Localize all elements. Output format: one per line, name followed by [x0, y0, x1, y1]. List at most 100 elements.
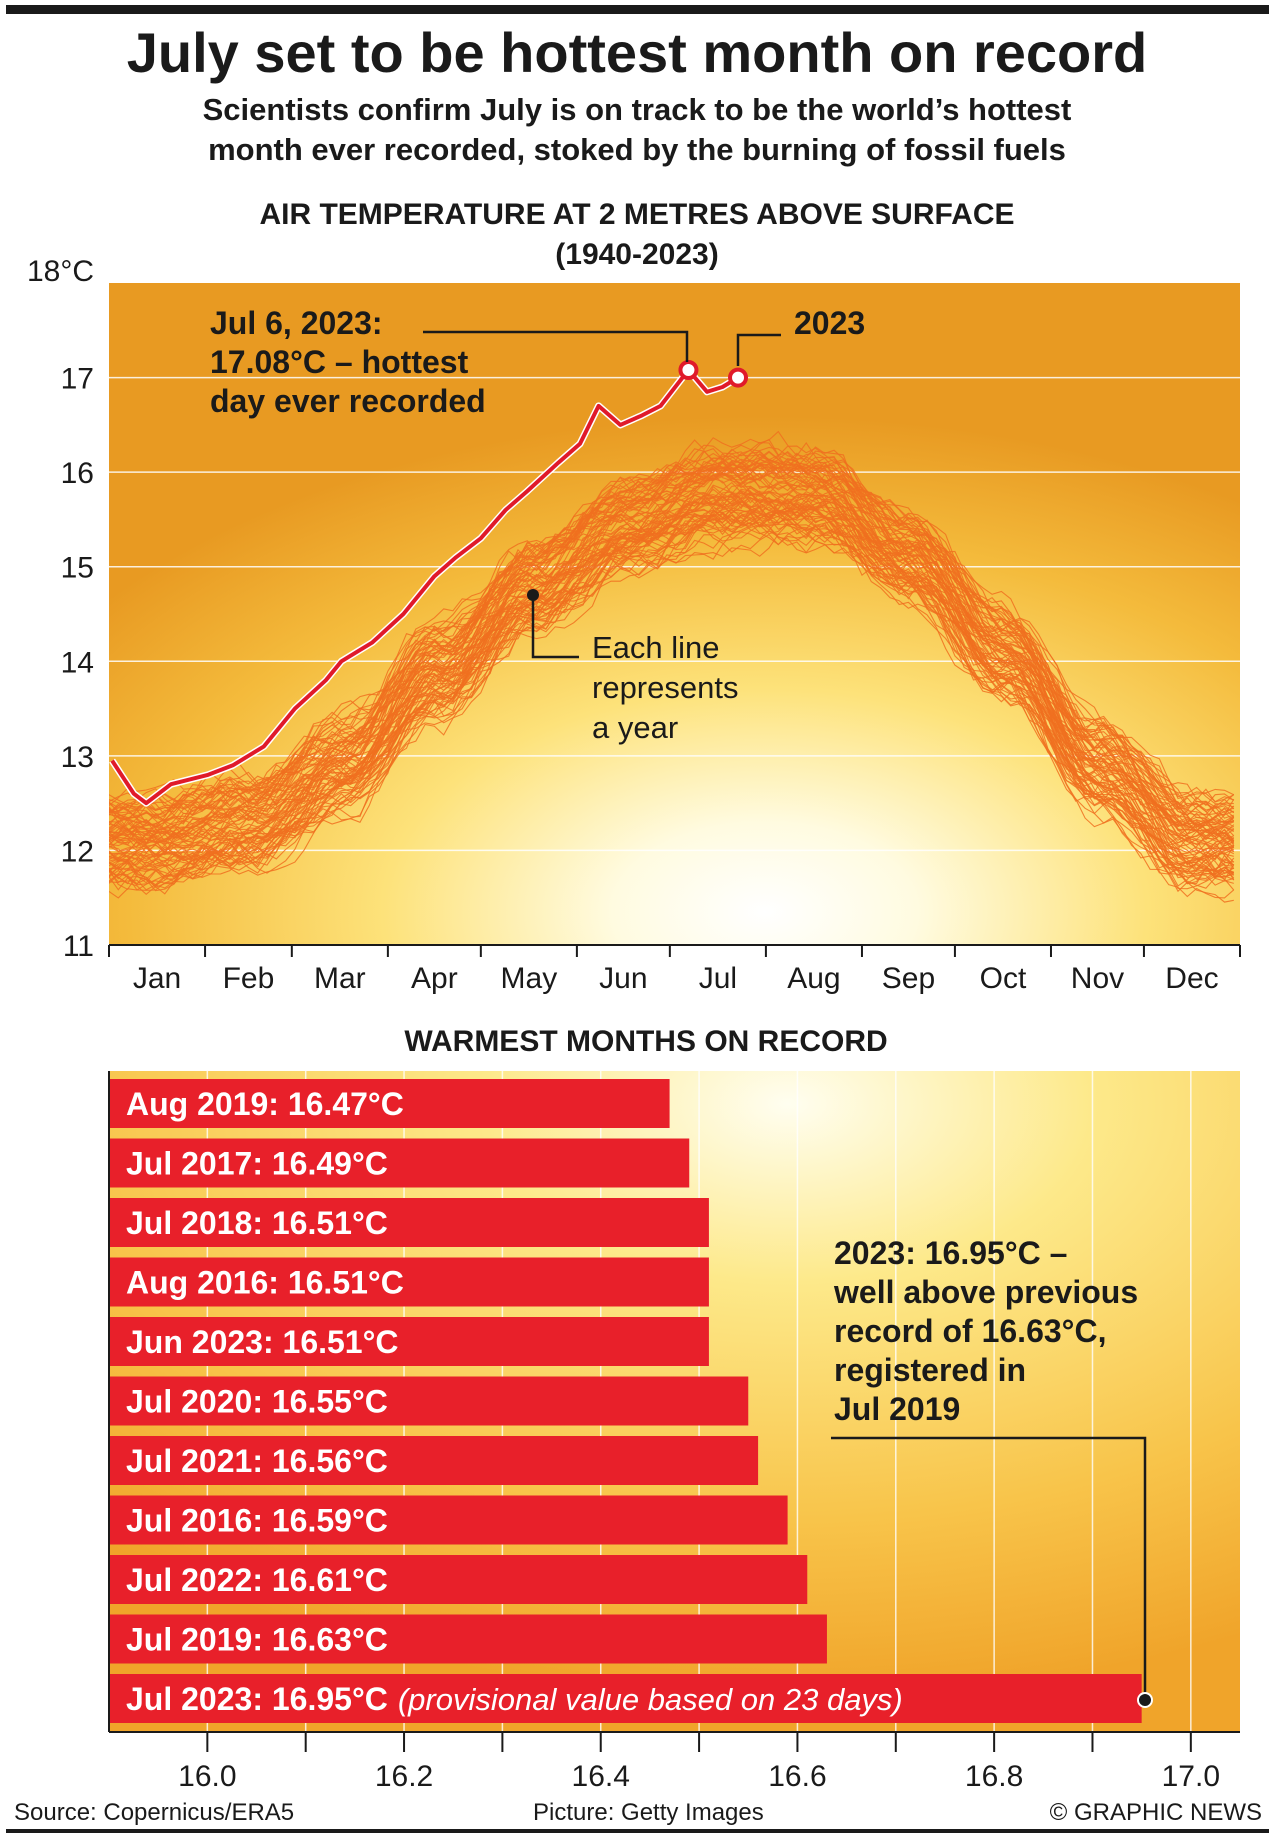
bar-label-text: Jun 2023: 16.51°C	[126, 1324, 399, 1360]
bar-rect	[109, 1317, 709, 1366]
subtitle-line-2: month ever recorded, stoked by the burni…	[208, 132, 1066, 167]
bar-jul-2022: Jul 2022: 16.61°C	[109, 1555, 808, 1604]
x-tick-label: Sep	[882, 962, 935, 995]
bar-x-tick-label: 16.8	[965, 1760, 1023, 1793]
year-line-1980	[109, 481, 1235, 854]
bar-rect	[109, 1376, 749, 1426]
year-line-2017	[109, 458, 1235, 814]
copyright: © GRAPHIC NEWS	[1050, 1799, 1262, 1826]
record-leader-line	[423, 330, 689, 362]
bar-rect	[109, 1495, 788, 1545]
year-line-1973	[109, 488, 1234, 866]
record-day-marker	[678, 360, 699, 381]
year-line-2008	[109, 453, 1235, 839]
bar-jul-2016: Jul 2016: 16.59°C	[109, 1495, 788, 1545]
bar-jul-2017: Jul 2017: 16.49°C	[109, 1138, 690, 1188]
temperature-line-chart: AIR TEMPERATURE AT 2 METRES ABOVE SURFAC…	[27, 198, 1241, 995]
provisional-note: (provisional value based on 23 days)	[398, 1682, 903, 1717]
y-tick-label: 15	[61, 552, 94, 585]
bottom-rule	[6, 1829, 1269, 1833]
bar-rect	[109, 1674, 1142, 1723]
each-line-leader	[531, 595, 579, 659]
bar-label: Jul 2019: 16.63°C	[126, 1622, 388, 1658]
bar-annotation-line-2: well above previous	[833, 1274, 1138, 1310]
bar-jul-2020: Jul 2020: 16.55°C	[109, 1376, 749, 1426]
bar-label-text: Jul 2016: 16.59°C	[126, 1503, 388, 1539]
y-tick-label: 11	[63, 930, 94, 963]
top-rule	[6, 5, 1269, 14]
year-line-2004	[109, 459, 1234, 824]
bar-rect	[109, 1138, 690, 1188]
record-annotation-line-3: day ever recorded	[210, 383, 486, 419]
y-tick-label: 14	[61, 646, 94, 679]
bar-label-text: Aug 2016: 16.51°C	[126, 1265, 404, 1301]
bar-label: Jul 2023: 16.95°C (provisional value base…	[126, 1681, 903, 1717]
x-tick-label: Aug	[787, 962, 840, 995]
bar-annotation-line-4: registered in	[834, 1352, 1026, 1388]
record-annotation-line-2: 17.08°C – hottest	[210, 344, 469, 380]
year-line-2021	[109, 446, 1235, 807]
bar-label-text: Aug 2019: 16.47°C	[126, 1086, 404, 1122]
bar-rect	[109, 1555, 808, 1604]
bar-jun-2023: Jun 2023: 16.51°C	[109, 1317, 709, 1366]
bar-label-text: Jul 2022: 16.61°C	[126, 1562, 388, 1598]
bar-label-text: Jul 2017: 16.49°C	[126, 1146, 388, 1182]
x-tick-label: Oct	[980, 962, 1027, 995]
bar-label: Jul 2020: 16.55°C	[126, 1384, 388, 1420]
line-2023	[110, 368, 740, 806]
record-2023-leader-line	[831, 1436, 1147, 1699]
bar-jul-2021: Jul 2021: 16.56°C	[109, 1436, 759, 1485]
bar-label-text: Jul 2020: 16.55°C	[126, 1384, 388, 1420]
x-tick-label: Nov	[1071, 962, 1124, 995]
record-2023-dot	[1137, 1692, 1153, 1708]
chart-title: AIR TEMPERATURE AT 2 METRES ABOVE SURFAC…	[259, 198, 1014, 231]
chart-subtitle: (1940-2023)	[555, 238, 718, 271]
bar-x-tick-label: 16.2	[375, 1760, 433, 1793]
record-annotation-line-1: Jul 6, 2023:	[210, 305, 383, 341]
bar-rect	[109, 1257, 709, 1307]
x-tick-label: Apr	[411, 962, 458, 995]
bar-label-text: Jul 2018: 16.51°C	[126, 1205, 388, 1241]
bar-x-tick-label: 16.4	[572, 1760, 630, 1793]
bar-label: Aug 2019: 16.47°C	[126, 1086, 404, 1122]
y-tick-label: 13	[61, 741, 94, 774]
year-line-1964	[109, 501, 1235, 867]
x-tick-label: Mar	[314, 962, 366, 995]
x-tick-label: Jan	[133, 962, 181, 995]
bar-x-tick-label: 17.0	[1162, 1760, 1220, 1793]
year-line-2022	[109, 442, 1235, 826]
x-tick-label: Jul	[699, 962, 737, 995]
y-tick-label: 17	[61, 363, 94, 396]
bar-annotation-line-5: Jul 2019	[834, 1391, 960, 1427]
page-title: July set to be hottest month on record	[127, 21, 1148, 84]
bar-label: Jun 2023: 16.51°C	[126, 1324, 399, 1360]
bar-rect	[109, 1079, 670, 1128]
bar-rect	[109, 1614, 827, 1664]
y-tick-label: 16	[61, 457, 94, 490]
bar-jul-2023: Jul 2023: 16.95°C (provisional value base…	[109, 1674, 1142, 1723]
latest-2023-marker	[728, 367, 749, 388]
x-tick-label: Feb	[223, 962, 275, 995]
x-tick-label: Jun	[599, 962, 647, 995]
bar-label: Jul 2016: 16.59°C	[126, 1503, 388, 1539]
bar-chart-title: WARMEST MONTHS ON RECORD	[404, 1025, 887, 1058]
bar-label: Jul 2018: 16.51°C	[126, 1205, 388, 1241]
year-line-1999	[109, 457, 1234, 844]
year-line-1967	[109, 505, 1235, 874]
bar-x-tick-label: 16.6	[768, 1760, 826, 1793]
picture-credit: Picture: Getty Images	[533, 1799, 764, 1826]
year-line-2018	[109, 450, 1235, 813]
bar-label-text: Jul 2023: 16.95°C	[126, 1681, 388, 1717]
subtitle-line-1: Scientists confirm July is on track to b…	[203, 92, 1072, 127]
warmest-months-bar-chart: WARMEST MONTHS ON RECORD Aug 2019: 16.47…	[108, 1025, 1240, 1793]
each-line-note-3: a year	[592, 710, 678, 745]
x-tick-label: Dec	[1165, 962, 1218, 995]
bar-x-tick-label: 16.0	[178, 1760, 236, 1793]
year-2023-label: 2023	[794, 305, 865, 341]
bar-label: Jul 2022: 16.61°C	[126, 1562, 388, 1598]
bar-label: Jul 2017: 16.49°C	[126, 1146, 388, 1182]
bar-label: Aug 2016: 16.51°C	[126, 1265, 404, 1301]
y-tick-label: 18°C	[27, 255, 94, 288]
each-line-note-2: represents	[592, 670, 738, 705]
